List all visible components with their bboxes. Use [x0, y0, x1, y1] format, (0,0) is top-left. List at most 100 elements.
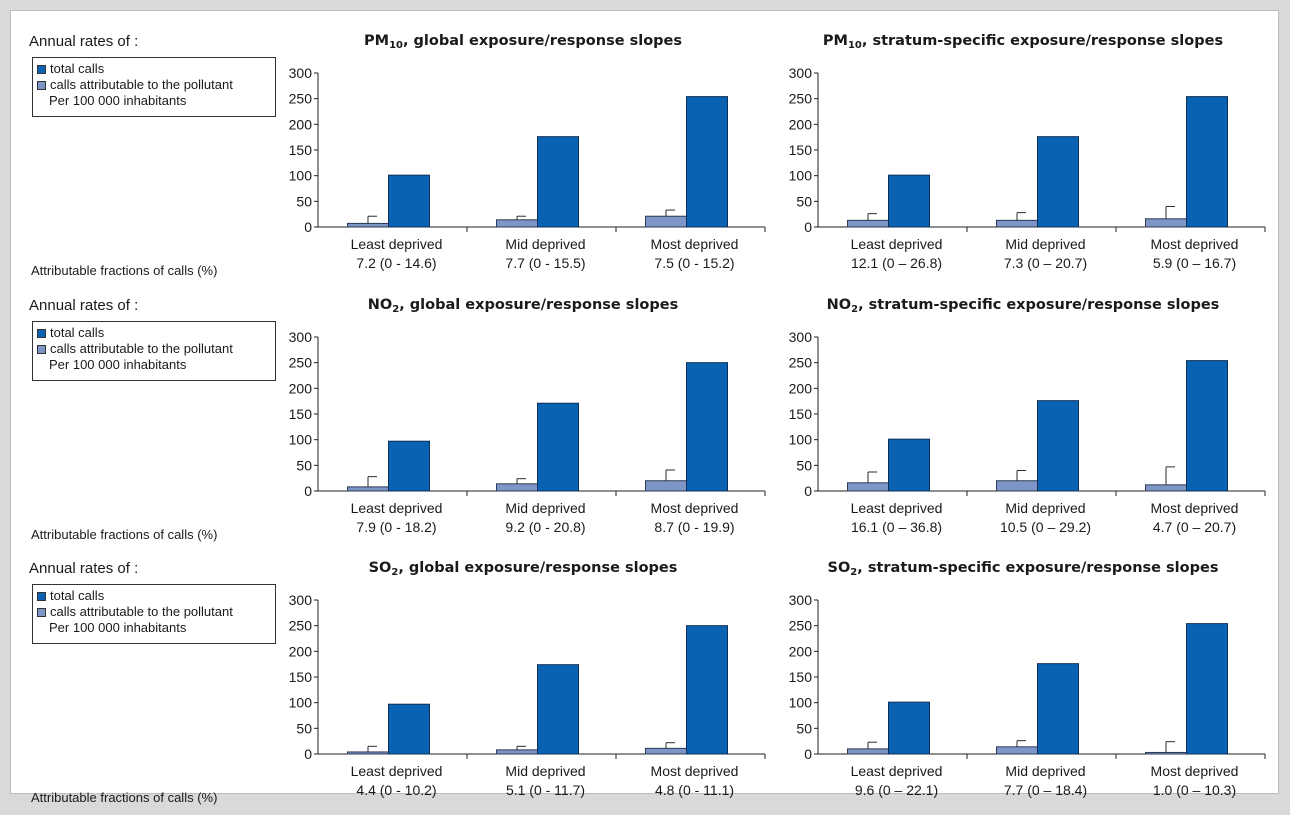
- chart-title-rest: , stratum-specific exposure/response slo…: [861, 33, 1224, 49]
- y-tick-label: 300: [789, 592, 813, 608]
- chart-title-main: SO: [827, 560, 851, 576]
- x-category-label: Least deprived: [351, 763, 443, 779]
- bar-attributable: [847, 748, 889, 755]
- legend-swatch-attributable: [37, 607, 46, 617]
- y-tick-label: 150: [789, 669, 813, 685]
- fraction-label: 16.1 (0 – 36.8): [851, 519, 942, 535]
- plot-area: 0 50 100 150 200 250 300 Least deprived 12.1 (0 …: [789, 65, 1266, 271]
- legend-label-attributable: calls attributable to the pollutant: [50, 604, 233, 619]
- legend-label-total: total calls: [50, 588, 105, 603]
- x-category-label: Mid deprived: [505, 763, 585, 779]
- legend-label-attributable: calls attributable to the pollutant: [50, 77, 233, 92]
- bar-attributable: [996, 480, 1038, 492]
- plot-area: 0 50 100 150 200 250 300 Least deprived 16.1 (0 …: [789, 329, 1266, 535]
- fraction-label: 10.5 (0 – 29.2): [1000, 519, 1091, 535]
- y-tick-label: 100: [289, 168, 313, 184]
- bar-total: [388, 440, 430, 492]
- chart-title-subscript: 10: [847, 40, 862, 51]
- x-category-label: Most deprived: [1151, 763, 1239, 779]
- legend-item-attributable: calls attributable to the pollutant: [37, 604, 275, 620]
- chart-title-rest: , stratum-specific exposure/response slo…: [858, 297, 1220, 313]
- y-tick-label: 150: [789, 406, 813, 422]
- bar-total: [1186, 96, 1228, 228]
- fraction-label: 9.6 (0 – 22.1): [855, 782, 938, 798]
- bar-attributable: [1145, 751, 1187, 755]
- x-category-label: Mid deprived: [505, 500, 585, 516]
- bar-total: [1037, 663, 1079, 755]
- legend-title: Annual rates of :: [29, 560, 139, 577]
- chart-title: SO2, global exposure/response slopes: [273, 560, 773, 578]
- bar-attributable: [1145, 484, 1187, 492]
- plot-area: 0 50 100 150 200 250 300 Least deprived 4.4 (0 -…: [289, 592, 766, 798]
- bar-total: [1037, 136, 1079, 228]
- chart-title-main: NO: [367, 297, 393, 313]
- legend-note: Per 100 000 inhabitants: [49, 93, 187, 108]
- x-category-label: Least deprived: [351, 500, 443, 516]
- fraction-label: 1.0 (0 – 10.3): [1153, 782, 1236, 798]
- bar-total: [388, 174, 430, 228]
- fraction-label: 7.7 (0 – 18.4): [1004, 782, 1087, 798]
- fraction-label: 8.7 (0 - 19.9): [654, 519, 734, 535]
- y-tick-label: 300: [289, 592, 313, 608]
- y-tick-label: 0: [804, 483, 812, 499]
- legend-item-attributable: calls attributable to the pollutant: [37, 77, 275, 93]
- chart-title-main: NO: [826, 297, 852, 313]
- bar-total: [537, 402, 579, 492]
- legend-swatch-total: [37, 64, 46, 74]
- chart-title: PM10, stratum-specific exposure/response…: [773, 33, 1273, 51]
- fraction-label: 9.2 (0 - 20.8): [505, 519, 585, 535]
- fraction-label: 4.4 (0 - 10.2): [356, 782, 436, 798]
- legend-label-total: total calls: [50, 325, 105, 340]
- chart-title-subscript: 2: [391, 567, 399, 578]
- y-tick-label: 100: [789, 695, 813, 711]
- bar-total: [888, 174, 930, 228]
- y-tick-label: 300: [289, 329, 313, 345]
- bar-total: [537, 664, 579, 755]
- legend-swatch-attributable: [37, 344, 46, 354]
- bar-attributable: [347, 222, 389, 228]
- chart-title: NO2, stratum-specific exposure/response …: [773, 297, 1273, 315]
- plot-area: 0 50 100 150 200 250 300 Least deprived 9.6 (0 –…: [789, 592, 1266, 798]
- bar-attributable: [645, 215, 687, 228]
- y-tick-label: 250: [289, 91, 313, 107]
- legend-title: Annual rates of :: [29, 297, 139, 314]
- chart-title-rest: , global exposure/response slopes: [402, 33, 682, 49]
- y-tick-label: 100: [289, 695, 313, 711]
- bar-attributable: [645, 747, 687, 755]
- chart-title-main: SO: [368, 560, 392, 576]
- y-tick-label: 100: [789, 432, 813, 448]
- bar-total: [888, 438, 930, 492]
- chart-title-main: PM: [364, 33, 390, 49]
- fraction-label: 7.2 (0 - 14.6): [356, 255, 436, 271]
- legend-item-total: total calls: [37, 61, 275, 77]
- chart-title: NO2, global exposure/response slopes: [273, 297, 773, 315]
- y-tick-label: 150: [789, 142, 813, 158]
- y-tick-label: 250: [789, 618, 813, 634]
- bar-attributable: [347, 486, 389, 492]
- chart-pm10-stratum: PM10, stratum-specific exposure/response…: [773, 33, 1273, 288]
- bar-total: [1186, 360, 1228, 492]
- y-tick-label: 200: [789, 116, 813, 132]
- figure-panel: Annual rates of : total calls calls attr…: [10, 10, 1279, 805]
- y-tick-label: 300: [789, 329, 813, 345]
- y-tick-label: 200: [789, 380, 813, 396]
- chart-title-subscript: 2: [851, 304, 859, 315]
- chart-title-subscript: 2: [850, 567, 858, 578]
- row-pm10: Annual rates of : total calls calls attr…: [11, 33, 1278, 288]
- bar-total: [686, 625, 728, 755]
- fraction-label: 5.9 (0 – 16.7): [1153, 255, 1236, 271]
- chart-pm10-global: PM10, global exposure/response slopes 0 50…: [273, 33, 773, 288]
- bar-attributable: [847, 219, 889, 228]
- bar-total: [888, 701, 930, 755]
- bar-total: [1037, 400, 1079, 492]
- row-so2: Annual rates of : total calls calls attr…: [11, 560, 1278, 815]
- bar-attributable: [347, 751, 389, 755]
- legend-box: total calls calls attributable to the po…: [32, 584, 276, 644]
- chart-title: PM10, global exposure/response slopes: [273, 33, 773, 51]
- y-tick-label: 250: [289, 355, 313, 371]
- x-category-label: Mid deprived: [505, 236, 585, 252]
- fraction-label: 7.9 (0 - 18.2): [356, 519, 436, 535]
- bar-total: [537, 136, 579, 228]
- chart-title-main: PM: [822, 33, 848, 49]
- y-tick-label: 250: [789, 355, 813, 371]
